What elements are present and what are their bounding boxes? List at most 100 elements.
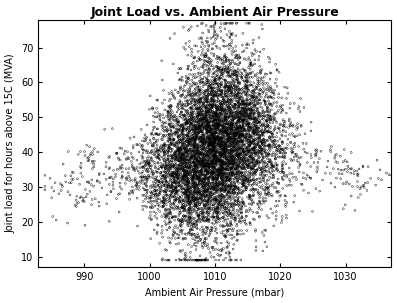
Point [190,198,197,203]
Point [228,121,234,126]
Point [275,95,281,100]
Point [229,182,235,187]
Point [195,165,201,170]
Point [280,117,286,122]
Point [232,102,239,107]
Point [269,102,276,106]
Point [186,27,193,32]
Point [216,137,222,142]
Point [227,35,233,39]
Point [175,206,181,211]
Point [227,32,234,36]
Point [231,135,237,140]
Point [222,189,228,194]
Point [285,137,291,142]
Point [191,145,198,149]
Point [166,105,172,110]
Point [216,123,223,128]
Point [209,132,215,136]
Point [214,181,220,186]
Point [214,199,221,204]
Point [280,119,287,124]
Point [231,132,238,137]
Point [173,168,179,173]
Point [194,167,200,172]
Point [239,178,245,182]
Point [204,122,211,126]
Point [230,192,236,197]
Point [188,155,194,160]
Point [258,167,264,172]
Point [162,166,168,171]
Point [237,148,243,153]
Point [213,160,219,165]
Point [274,110,281,115]
Point [230,155,236,160]
Point [266,115,273,120]
Point [168,125,174,130]
Point [168,122,174,127]
Point [182,258,188,262]
Point [176,138,183,143]
Point [250,101,256,105]
Point [201,147,208,152]
Point [243,222,250,227]
Point [226,164,232,169]
Point [227,125,233,130]
Point [220,160,226,165]
Point [246,121,252,126]
Point [143,161,149,165]
Point [243,152,250,157]
Point [183,41,189,46]
Point [200,152,207,157]
Point [227,191,233,196]
Point [201,118,208,123]
Point [188,163,195,168]
Point [220,66,226,71]
Point [297,132,303,137]
Point [202,59,208,64]
Point [234,109,240,114]
Point [232,154,238,159]
Point [177,128,183,133]
Point [225,66,231,71]
Point [179,192,186,197]
Point [230,213,236,218]
Point [186,172,193,177]
Point [210,177,217,182]
Point [222,93,228,98]
Point [204,210,210,215]
Point [190,201,196,206]
Point [227,200,233,205]
Point [182,82,189,87]
Point [146,161,153,165]
Point [158,164,164,169]
Point [255,126,262,131]
Point [205,124,212,129]
Point [192,176,198,181]
Point [265,110,272,115]
Point [224,129,231,134]
Point [220,145,226,149]
Point [218,102,225,107]
Point [325,159,331,164]
Point [167,137,173,142]
Point [165,184,171,189]
Point [202,140,208,145]
Point [185,171,191,176]
Point [197,144,203,149]
Point [242,110,249,115]
Point [255,191,261,196]
Point [191,66,198,71]
Point [218,149,225,154]
Point [214,175,221,180]
Point [170,186,177,191]
Point [252,132,258,137]
Point [221,147,227,152]
Point [225,128,231,133]
Point [206,193,212,198]
Point [265,178,272,182]
Point [295,125,301,130]
Point [106,154,113,159]
Point [219,140,225,145]
